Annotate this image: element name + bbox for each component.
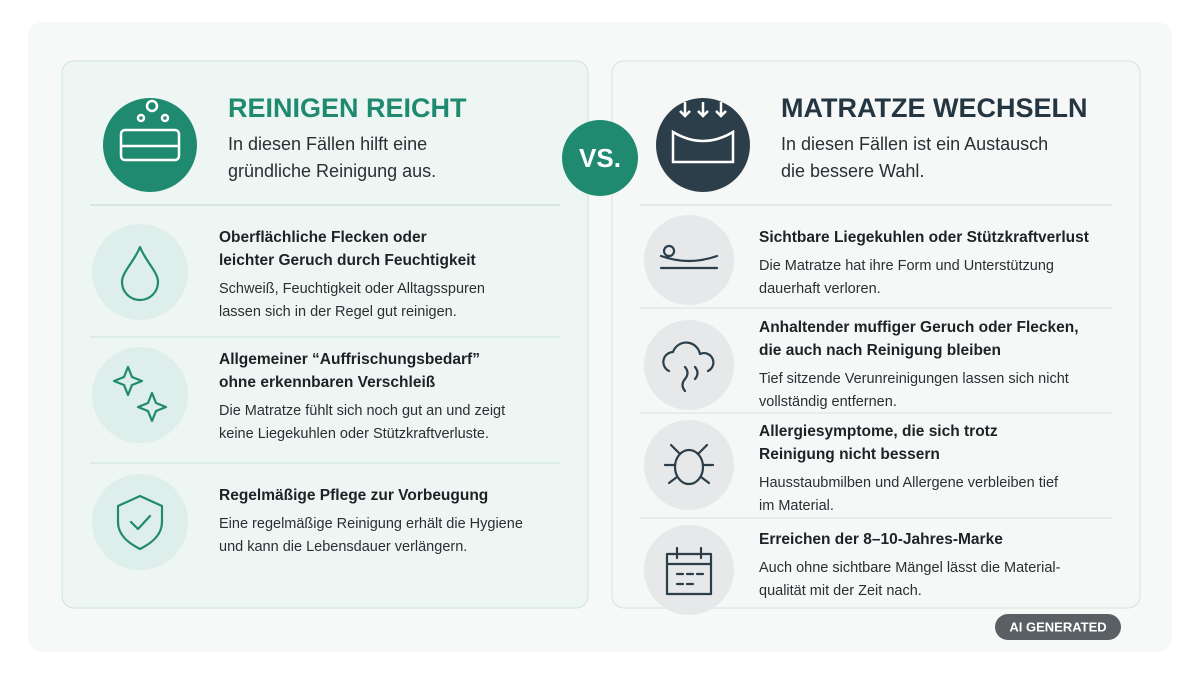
- item-body: Die Matratze fühlt sich noch gut an und …: [219, 403, 505, 419]
- item-icon: [662, 341, 715, 393]
- vs-circle: [562, 120, 638, 196]
- item-title: Anhaltender muffiger Geruch oder Flecken…: [759, 319, 1079, 336]
- item-icon-bg: [92, 224, 188, 320]
- subtitle: In diesen Fällen ist ein Austausch: [781, 134, 1048, 154]
- item-icon: [663, 443, 715, 486]
- subtitle: In diesen Fällen hilft eine: [228, 134, 427, 154]
- badge-label: AI GENERATED: [1009, 619, 1106, 634]
- item-icon: [120, 245, 160, 302]
- title: REINIGEN REICHT: [228, 93, 467, 123]
- item-title: leichter Geruch durch Feuchtigkeit: [219, 252, 476, 269]
- item-title: Oberflächliche Flecken oder: [219, 229, 427, 246]
- item-body: lassen sich in der Regel gut reinigen.: [219, 304, 457, 320]
- vs-label: VS.: [579, 143, 621, 173]
- item-body: Tief sitzende Verunreinigungen lassen si…: [759, 371, 1069, 387]
- item-title: Regelmäßige Pflege zur Vorbeugung: [219, 487, 488, 504]
- item-body: Die Matratze hat ihre Form und Unterstüt…: [759, 258, 1054, 274]
- item-icon: [665, 546, 713, 596]
- item-icon-bg: [644, 525, 734, 615]
- item-title: die auch nach Reinigung bleiben: [759, 342, 1001, 359]
- item-body: im Material.: [759, 498, 834, 514]
- item-body: Eine regelmäßige Reinigung erhält die Hy…: [219, 516, 523, 532]
- item-icon-bg: [644, 320, 734, 410]
- badge: [995, 614, 1121, 640]
- subtitle: die bessere Wahl.: [781, 161, 924, 181]
- item-icon-bg: [644, 420, 734, 510]
- right-card: [611, 60, 1141, 609]
- mattress-sag-icon: [671, 102, 735, 164]
- item-icon-bg: [92, 474, 188, 570]
- item-title: Allergiesymptome, die sich trotz: [759, 423, 998, 440]
- item-body: Hausstaubmilben und Allergene verbleiben…: [759, 475, 1059, 491]
- item-body: vollständig entfernen.: [759, 394, 897, 410]
- item-icon: [116, 494, 164, 551]
- left-card: [61, 60, 589, 609]
- item-icon-bg: [92, 347, 188, 443]
- item-title: ohne erkennbaren Verschleiß: [219, 374, 436, 391]
- item-body: Schweiß, Feuchtigkeit oder Alltagsspuren: [219, 281, 485, 297]
- item-body: dauerhaft verloren.: [759, 281, 881, 297]
- item-title: Erreichen der 8–10-Jahres-Marke: [759, 531, 1003, 548]
- item-icon: [112, 365, 168, 423]
- subtitle: gründliche Reinigung aus.: [228, 161, 436, 181]
- title: MATRATZE WECHSELN: [781, 93, 1087, 123]
- item-body: qualität mit der Zeit nach.: [759, 583, 922, 599]
- item-body: keine Liegekuhlen oder Stützkraftverlust…: [219, 426, 489, 442]
- item-title: Reinigung nicht bessern: [759, 446, 940, 463]
- item-title: Sichtbare Liegekuhlen oder Stützkraftver…: [759, 229, 1089, 246]
- item-body: Auch ohne sichtbare Mängel lässt die Mat…: [759, 560, 1061, 576]
- right-header-icon: [656, 98, 750, 192]
- item-title: Allgemeiner “Auffrischungsbedarf”: [219, 351, 480, 368]
- item-body: und kann die Lebensdauer verlängern.: [219, 539, 467, 555]
- mattress-clean-icon: [119, 99, 181, 162]
- item-icon: [659, 244, 719, 270]
